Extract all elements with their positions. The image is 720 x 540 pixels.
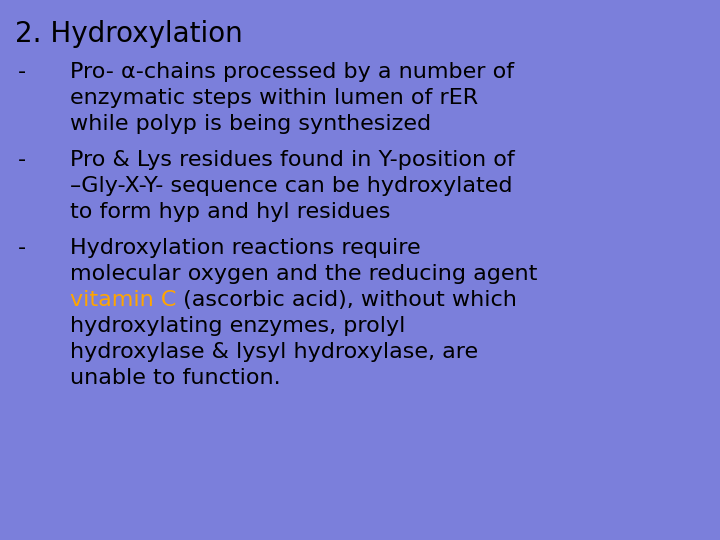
Text: vitamin C: vitamin C bbox=[70, 289, 176, 309]
Text: -: - bbox=[18, 62, 26, 82]
Text: while polyp is being synthesized: while polyp is being synthesized bbox=[70, 113, 431, 133]
Text: 2. Hydroxylation: 2. Hydroxylation bbox=[15, 20, 243, 48]
Text: molecular oxygen and the reducing agent: molecular oxygen and the reducing agent bbox=[70, 264, 537, 284]
Text: hydroxylase & lysyl hydroxylase, are: hydroxylase & lysyl hydroxylase, are bbox=[70, 342, 478, 362]
Text: (ascorbic acid), without which: (ascorbic acid), without which bbox=[176, 289, 517, 309]
Text: -: - bbox=[18, 150, 26, 170]
Text: -: - bbox=[18, 238, 26, 258]
Text: enzymatic steps within lumen of rER: enzymatic steps within lumen of rER bbox=[70, 87, 478, 107]
Text: Hydroxylation reactions require: Hydroxylation reactions require bbox=[70, 238, 420, 258]
Text: Pro & Lys residues found in Y-position of: Pro & Lys residues found in Y-position o… bbox=[70, 150, 515, 170]
Text: Pro- α-chains processed by a number of: Pro- α-chains processed by a number of bbox=[70, 62, 514, 82]
Text: hydroxylating enzymes, prolyl: hydroxylating enzymes, prolyl bbox=[70, 315, 405, 335]
Text: to form hyp and hyl residues: to form hyp and hyl residues bbox=[70, 201, 390, 221]
Text: unable to function.: unable to function. bbox=[70, 368, 281, 388]
Text: –Gly-X-Y- sequence can be hydroxylated: –Gly-X-Y- sequence can be hydroxylated bbox=[70, 176, 513, 195]
